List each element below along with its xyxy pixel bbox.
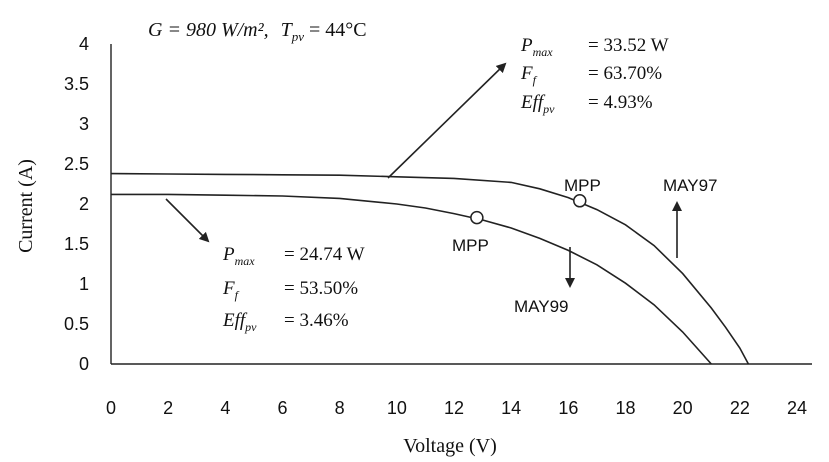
mpp-marker-may99 — [470, 210, 484, 225]
t-subscript: pv — [291, 29, 305, 44]
t-symbol: T — [281, 19, 294, 41]
x-tick-label: 2 — [163, 398, 173, 418]
x-tick-labels: 0 2 4 6 8 10 12 14 16 18 20 22 24 — [106, 398, 807, 418]
y-tick-labels: 0 0.5 1 1.5 2 2.5 3 3.5 4 — [64, 34, 89, 374]
y-tick-label: 0 — [79, 354, 89, 374]
y-tick-label: 4 — [79, 34, 89, 54]
may97-ff: Ff = 63.70% — [520, 63, 662, 87]
x-tick-label: 16 — [558, 398, 578, 418]
series-line-may97 — [110, 172, 750, 365]
x-tick-label: 24 — [787, 398, 807, 418]
x-tick-label: 8 — [335, 398, 345, 418]
x-tick-label: 6 — [277, 398, 287, 418]
y-tick-label: 3 — [79, 114, 89, 134]
y-tick-label: 1.5 — [64, 234, 89, 254]
may99-stats: Pmax = 24.74 W Ff = 53.50% Effpv = 3.46% — [222, 244, 365, 334]
arrow-to-may99-stats — [165, 198, 210, 243]
x-tick-label: 18 — [615, 398, 635, 418]
g-value: G = 980 W/m², — [148, 19, 269, 41]
may97-pmax: Pmax = 33.52 W — [520, 35, 669, 59]
x-tick-label: 20 — [673, 398, 693, 418]
may99-ff: Ff = 53.50% — [222, 278, 358, 302]
y-tick-label: 3.5 — [64, 74, 89, 94]
may97-eff: Effpv = 4.93% — [520, 92, 653, 116]
y-tick-label: 2.5 — [64, 154, 89, 174]
arrow-to-may97-stats — [387, 62, 507, 179]
x-tick-label: 12 — [444, 398, 464, 418]
series-label-may99: MAY99 — [514, 297, 569, 316]
may97-stats: Pmax = 33.52 W Ff = 63.70% Effpv = 4.93% — [520, 35, 669, 116]
series-label-may97: MAY97 — [663, 176, 718, 195]
may99-eff: Effpv = 3.46% — [222, 310, 349, 334]
mpp-label-may97: MPP — [564, 176, 601, 195]
y-tick-label: 0.5 — [64, 314, 89, 334]
may99-pmax: Pmax = 24.74 W — [222, 244, 365, 268]
x-tick-label: 10 — [387, 398, 407, 418]
y-tick-label: 1 — [79, 274, 89, 294]
y-axis-label: Current (A) — [15, 159, 37, 253]
y-tick-label: 2 — [79, 194, 89, 214]
x-tick-label: 22 — [730, 398, 750, 418]
x-tick-label: 4 — [220, 398, 230, 418]
mpp-marker-may97 — [573, 194, 587, 208]
conditions-text: G = 980 W/m², Tpv = 44°C — [148, 19, 367, 44]
t-value: = 44°C — [304, 19, 367, 41]
x-tick-label: 14 — [501, 398, 521, 418]
mpp-label-may99: MPP — [452, 236, 489, 255]
x-axis-label: Voltage (V) — [403, 435, 497, 457]
series-line-may99 — [111, 193, 712, 365]
x-tick-label: 0 — [106, 398, 116, 418]
